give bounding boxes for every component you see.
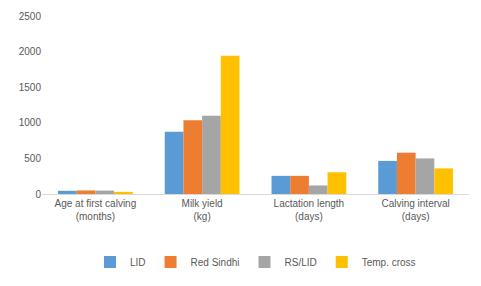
svg-text:Temp. cross: Temp. cross	[362, 257, 416, 268]
svg-text:1500: 1500	[19, 82, 42, 93]
svg-text:RS/LID: RS/LID	[284, 257, 316, 268]
svg-text:Lactation length(days): Lactation length(days)	[274, 198, 345, 222]
svg-text:Red Sindhi: Red Sindhi	[191, 257, 240, 268]
svg-text:500: 500	[24, 153, 41, 164]
svg-text:1000: 1000	[19, 117, 42, 128]
svg-text:Milk yield(kg): Milk yield(kg)	[182, 198, 223, 222]
svg-text:Calving interval(days): Calving interval(days)	[381, 198, 449, 222]
svg-text:2500: 2500	[19, 11, 42, 22]
svg-text:2000: 2000	[19, 46, 42, 57]
svg-text:Age at first calving(months): Age at first calving(months)	[55, 198, 137, 222]
svg-text:0: 0	[35, 189, 41, 200]
svg-text:LID: LID	[130, 257, 146, 268]
